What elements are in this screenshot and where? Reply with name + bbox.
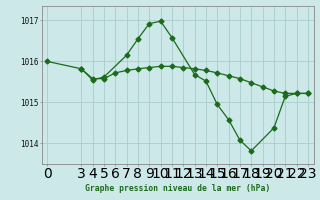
X-axis label: Graphe pression niveau de la mer (hPa): Graphe pression niveau de la mer (hPa) <box>85 184 270 193</box>
